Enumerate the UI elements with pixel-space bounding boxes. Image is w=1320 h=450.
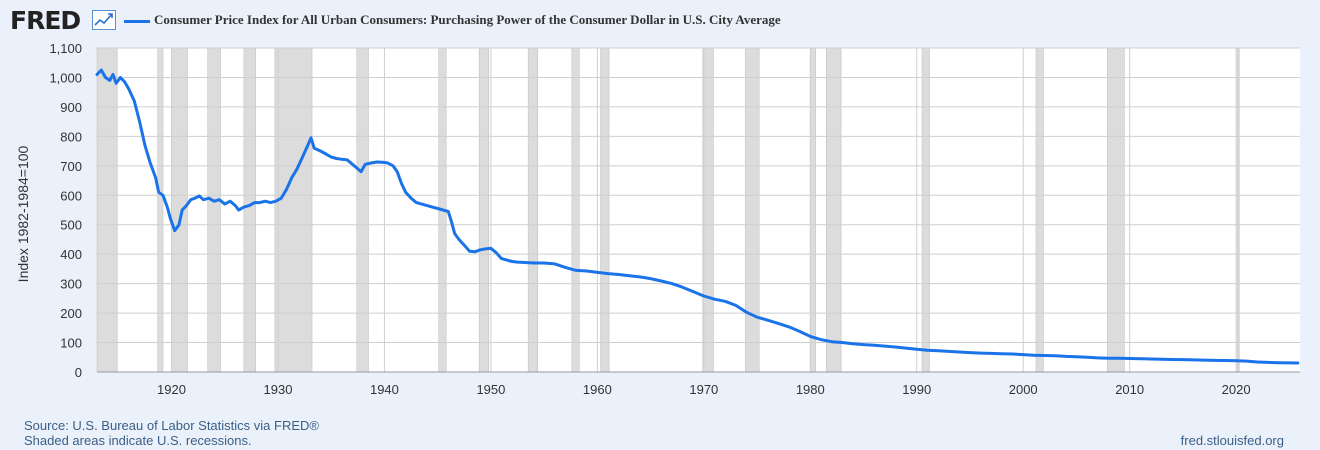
recession-band bbox=[600, 47, 610, 373]
recession-band bbox=[921, 47, 930, 373]
y-tick-label: 200 bbox=[60, 306, 82, 321]
recession-band bbox=[157, 47, 164, 373]
recession-band bbox=[527, 47, 539, 373]
y-tick-label: 0 bbox=[75, 365, 82, 380]
x-tick-label: 1940 bbox=[370, 382, 399, 397]
source-note: Source: U.S. Bureau of Labor Statistics … bbox=[24, 418, 319, 433]
x-tick-label: 2020 bbox=[1222, 382, 1251, 397]
y-tick-label: 600 bbox=[60, 188, 82, 203]
fred-url[interactable]: fred.stlouisfed.org bbox=[1180, 433, 1284, 448]
y-tick-label: 900 bbox=[60, 100, 82, 115]
y-tick-label: 300 bbox=[60, 277, 82, 292]
x-tick-label: 2000 bbox=[1009, 382, 1038, 397]
x-tick-label: 1930 bbox=[264, 382, 293, 397]
y-tick-label: 800 bbox=[60, 129, 82, 144]
recession-band bbox=[356, 47, 369, 373]
recession-band bbox=[1107, 47, 1125, 373]
recession-band bbox=[243, 47, 256, 373]
recession-band bbox=[702, 47, 714, 373]
series-line bbox=[95, 68, 1300, 365]
line-chart-icon[interactable] bbox=[92, 10, 116, 30]
y-tick-label: 400 bbox=[60, 247, 82, 262]
y-tick-label: 700 bbox=[60, 159, 82, 174]
x-tick-label: 1920 bbox=[157, 382, 186, 397]
x-tick-label: 1960 bbox=[583, 382, 612, 397]
y-tick-label: 100 bbox=[60, 336, 82, 351]
legend-series-label[interactable]: Consumer Price Index for All Urban Consu… bbox=[154, 12, 781, 27]
recession-band bbox=[274, 47, 313, 373]
y-tick-label: 1,000 bbox=[49, 70, 82, 85]
recession-band bbox=[571, 47, 580, 373]
x-tick-label: 1980 bbox=[796, 382, 825, 397]
x-tick-label: 1950 bbox=[476, 382, 505, 397]
recession-band bbox=[825, 47, 842, 373]
chart-header: FRED Consumer Price Index for All Urban … bbox=[0, 0, 1320, 42]
y-axis-label: Index 1982-1984=100 bbox=[15, 145, 31, 282]
recession-band bbox=[745, 47, 760, 373]
recession-band bbox=[809, 47, 816, 373]
x-tick-label: 1990 bbox=[902, 382, 931, 397]
y-tick-label: 500 bbox=[60, 218, 82, 233]
line-chart: Index 1982-1984=100 0 100 200 300 400 500 600 7… bbox=[15, 41, 1300, 397]
recession-note: Shaded areas indicate U.S. recessions. bbox=[24, 433, 252, 448]
legend-swatch bbox=[124, 20, 150, 23]
recession-band bbox=[207, 47, 221, 373]
recession-band bbox=[96, 47, 118, 373]
recession-band bbox=[478, 47, 490, 373]
recession-band bbox=[1035, 47, 1044, 373]
x-tick-label: 2010 bbox=[1115, 382, 1144, 397]
x-tick-label: 1970 bbox=[689, 382, 718, 397]
recession-band bbox=[171, 47, 188, 373]
y-tick-label: 1,100 bbox=[49, 41, 82, 56]
fred-logo[interactable]: FRED bbox=[10, 6, 81, 35]
recession-band bbox=[1236, 47, 1240, 373]
